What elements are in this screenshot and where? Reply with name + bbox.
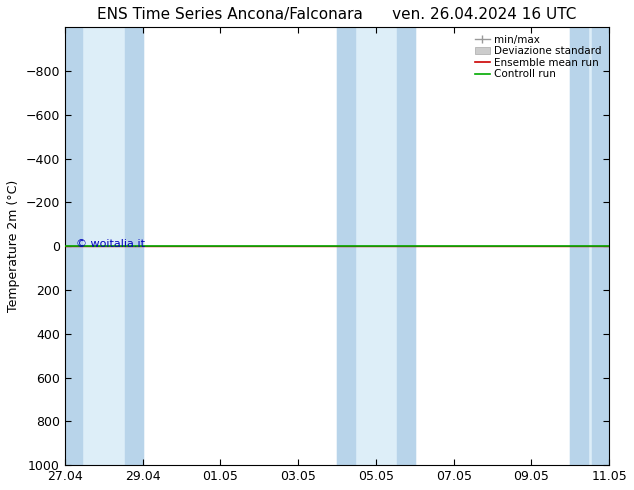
Title: ENS Time Series Ancona/Falconara      ven. 26.04.2024 16 UTC: ENS Time Series Ancona/Falconara ven. 26… [98,7,577,22]
Y-axis label: Temperature 2m (°C): Temperature 2m (°C) [7,180,20,312]
Bar [65,27,82,465]
Bar [125,27,143,465]
Bar [65,27,143,465]
Bar [398,27,415,465]
Bar [337,27,354,465]
Bar [571,27,609,465]
Legend: min/max, Deviazione standard, Ensemble mean run, Controll run: min/max, Deviazione standard, Ensemble m… [472,32,604,81]
Bar [337,27,415,465]
Bar [592,27,609,465]
Text: © woitalia.it: © woitalia.it [75,239,145,249]
Bar [571,27,588,465]
